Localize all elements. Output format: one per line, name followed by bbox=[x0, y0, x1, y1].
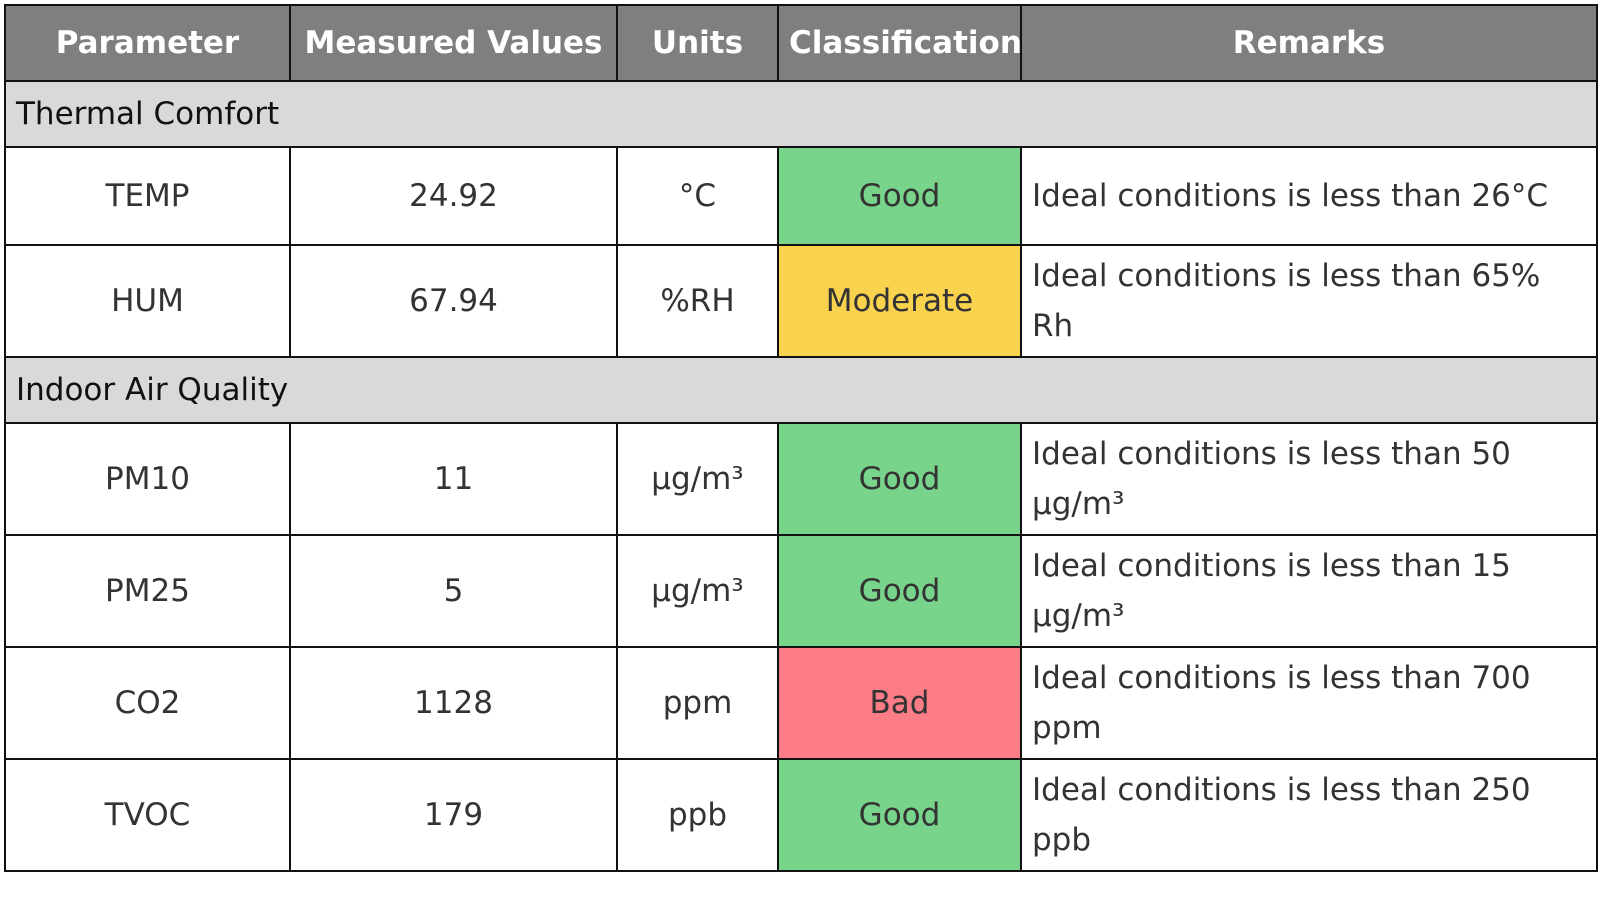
classification: Good bbox=[777, 534, 1022, 648]
section-title: Thermal Comfort bbox=[4, 80, 1598, 148]
remarks: Ideal conditions is less than 700 ppm bbox=[1020, 646, 1598, 760]
data-row: HUM 67.94 %RH Moderate Ideal conditions is l… bbox=[4, 244, 1598, 358]
parameter: TVOC bbox=[4, 758, 291, 872]
parameter: CO2 bbox=[4, 646, 291, 760]
classification: Moderate bbox=[777, 244, 1022, 358]
unit: %RH bbox=[616, 244, 779, 358]
unit: ppm bbox=[616, 646, 779, 760]
status-table: Parameter Measured Values Units Classificat… bbox=[4, 4, 1598, 872]
measured-value: 11 bbox=[289, 422, 618, 536]
measured-value: 1128 bbox=[289, 646, 618, 760]
classification: Good bbox=[777, 422, 1022, 536]
measured-value: 5 bbox=[289, 534, 618, 648]
parameter: PM25 bbox=[4, 534, 291, 648]
measured-value: 24.92 bbox=[289, 146, 618, 246]
remarks: Ideal conditions is less than 250 ppb bbox=[1020, 758, 1598, 872]
measured-value: 179 bbox=[289, 758, 618, 872]
column-header: Remarks bbox=[1020, 4, 1598, 82]
classification: Good bbox=[777, 758, 1022, 872]
column-header: Measured Values bbox=[289, 4, 618, 82]
data-row: TEMP 24.92 °C Good Ideal conditions is less … bbox=[4, 146, 1598, 246]
column-header: Units bbox=[616, 4, 779, 82]
section-row: Thermal Comfort bbox=[4, 80, 1598, 148]
parameter: PM10 bbox=[4, 422, 291, 536]
parameter: HUM bbox=[4, 244, 291, 358]
parameter: TEMP bbox=[4, 146, 291, 246]
remarks: Ideal conditions is less than 65% Rh bbox=[1020, 244, 1598, 358]
column-header: Classification bbox=[777, 4, 1022, 82]
remarks: Ideal conditions is less than 26°C bbox=[1020, 146, 1598, 246]
data-row: PM25 5 µg/m³ Good Ideal conditions is less t… bbox=[4, 534, 1598, 648]
unit: °C bbox=[616, 146, 779, 246]
column-header: Parameter bbox=[4, 4, 291, 82]
remarks: Ideal conditions is less than 15 µg/m³ bbox=[1020, 534, 1598, 648]
data-row: CO2 1128 ppm Bad Ideal conditions is less th… bbox=[4, 646, 1598, 760]
data-row: TVOC 179 ppb Good Ideal conditions is less t… bbox=[4, 758, 1598, 872]
section-row: Indoor Air Quality bbox=[4, 356, 1598, 424]
section-title: Indoor Air Quality bbox=[4, 356, 1598, 424]
header-row: Parameter Measured Values Units Classificat… bbox=[4, 4, 1598, 82]
unit: ppb bbox=[616, 758, 779, 872]
measured-value: 67.94 bbox=[289, 244, 618, 358]
classification: Good bbox=[777, 146, 1022, 246]
data-row: PM10 11 µg/m³ Good Ideal conditions is less … bbox=[4, 422, 1598, 536]
remarks: Ideal conditions is less than 50 µg/m³ bbox=[1020, 422, 1598, 536]
unit: µg/m³ bbox=[616, 422, 779, 536]
classification: Bad bbox=[777, 646, 1022, 760]
unit: µg/m³ bbox=[616, 534, 779, 648]
